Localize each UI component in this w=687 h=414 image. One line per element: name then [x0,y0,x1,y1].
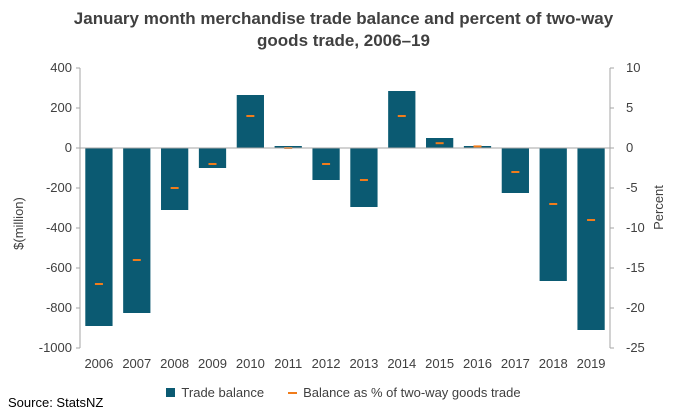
y-right-tick-label: 5 [626,100,633,115]
y-right-tick-label: -15 [626,260,645,275]
x-tick-label: 2010 [236,356,265,371]
y-left-tick-label: 200 [50,100,72,115]
marker-balance-percent [473,145,482,148]
marker-balance-percent [397,115,406,117]
bar-trade-balance [388,91,416,148]
chart-title-line-2: goods trade, 2006–19 [257,31,430,50]
marker-balance-percent [587,219,596,221]
x-tick-label: 2018 [539,356,568,371]
y-axis-left-title: $(million) [10,197,26,250]
legend-item-trade-balance: Trade balance [166,385,264,400]
y-right-tick-label: -10 [626,220,645,235]
marker-balance-percent [322,163,331,165]
bar-trade-balance [501,148,529,193]
x-tick-label: 2006 [84,356,113,371]
bar-trade-balance [577,148,605,330]
y-right-tick-label: 10 [626,60,640,75]
bar-trade-balance [85,148,113,326]
marker-balance-percent [549,203,558,205]
x-tick-label: 2014 [387,356,416,371]
bar-trade-balance [350,148,378,207]
x-tick-label: 2017 [501,356,530,371]
y-left-tick-label: 400 [50,60,72,75]
marker-balance-percent [94,283,103,285]
legend-label-balance-percent: Balance as % of two-way goods trade [303,385,521,400]
legend: Trade balance Balance as % of two-way go… [0,385,687,400]
y-axis-right-title: Percent [650,185,666,230]
y-left-tick-label: -400 [46,220,72,235]
x-tick-label: 2009 [198,356,227,371]
legend-item-balance-percent: Balance as % of two-way goods trade [288,385,521,400]
marker-balance-percent [132,259,141,261]
source-note: Source: StatsNZ [8,395,104,410]
chart-title-line-1: January month merchandise trade balance … [73,9,614,28]
legend-swatch-bar [166,388,176,397]
marker-balance-percent [208,163,217,165]
marker-balance-percent [511,171,520,173]
x-tick-label: 2008 [160,356,189,371]
bar-trade-balance [123,148,151,313]
marker-balance-percent [359,179,368,181]
y-left-tick-label: -1000 [39,340,72,355]
bar-trade-balance [539,148,567,281]
x-tick-label: 2012 [312,356,341,371]
bar-trade-balance [198,148,227,168]
legend-swatch-marker [288,391,298,394]
y-left-tick-label: 0 [65,140,72,155]
y-right-tick-label: -25 [626,340,645,355]
y-right-tick-label: -5 [626,180,638,195]
legend-label-trade-balance: Trade balance [181,385,265,400]
x-tick-label: 2013 [349,356,378,371]
bar-trade-balance [236,95,264,148]
marker-balance-percent [435,142,444,145]
bar-trade-balance [161,148,189,210]
y-left-tick-label: -800 [46,300,72,315]
x-tick-label: 2019 [577,356,606,371]
x-tick-label: 2016 [463,356,492,371]
marker-balance-percent [246,115,255,117]
x-tick-label: 2011 [274,356,302,371]
y-left-tick-label: -600 [46,260,72,275]
x-tick-label: 2015 [425,356,454,371]
y-right-tick-label: 0 [626,140,633,155]
x-tick-label: 2007 [122,356,151,371]
y-left-tick-label: -200 [46,180,72,195]
chart-title: January month merchandise trade balance … [0,8,687,52]
marker-balance-percent [170,187,179,189]
y-right-tick-label: -20 [626,300,645,315]
